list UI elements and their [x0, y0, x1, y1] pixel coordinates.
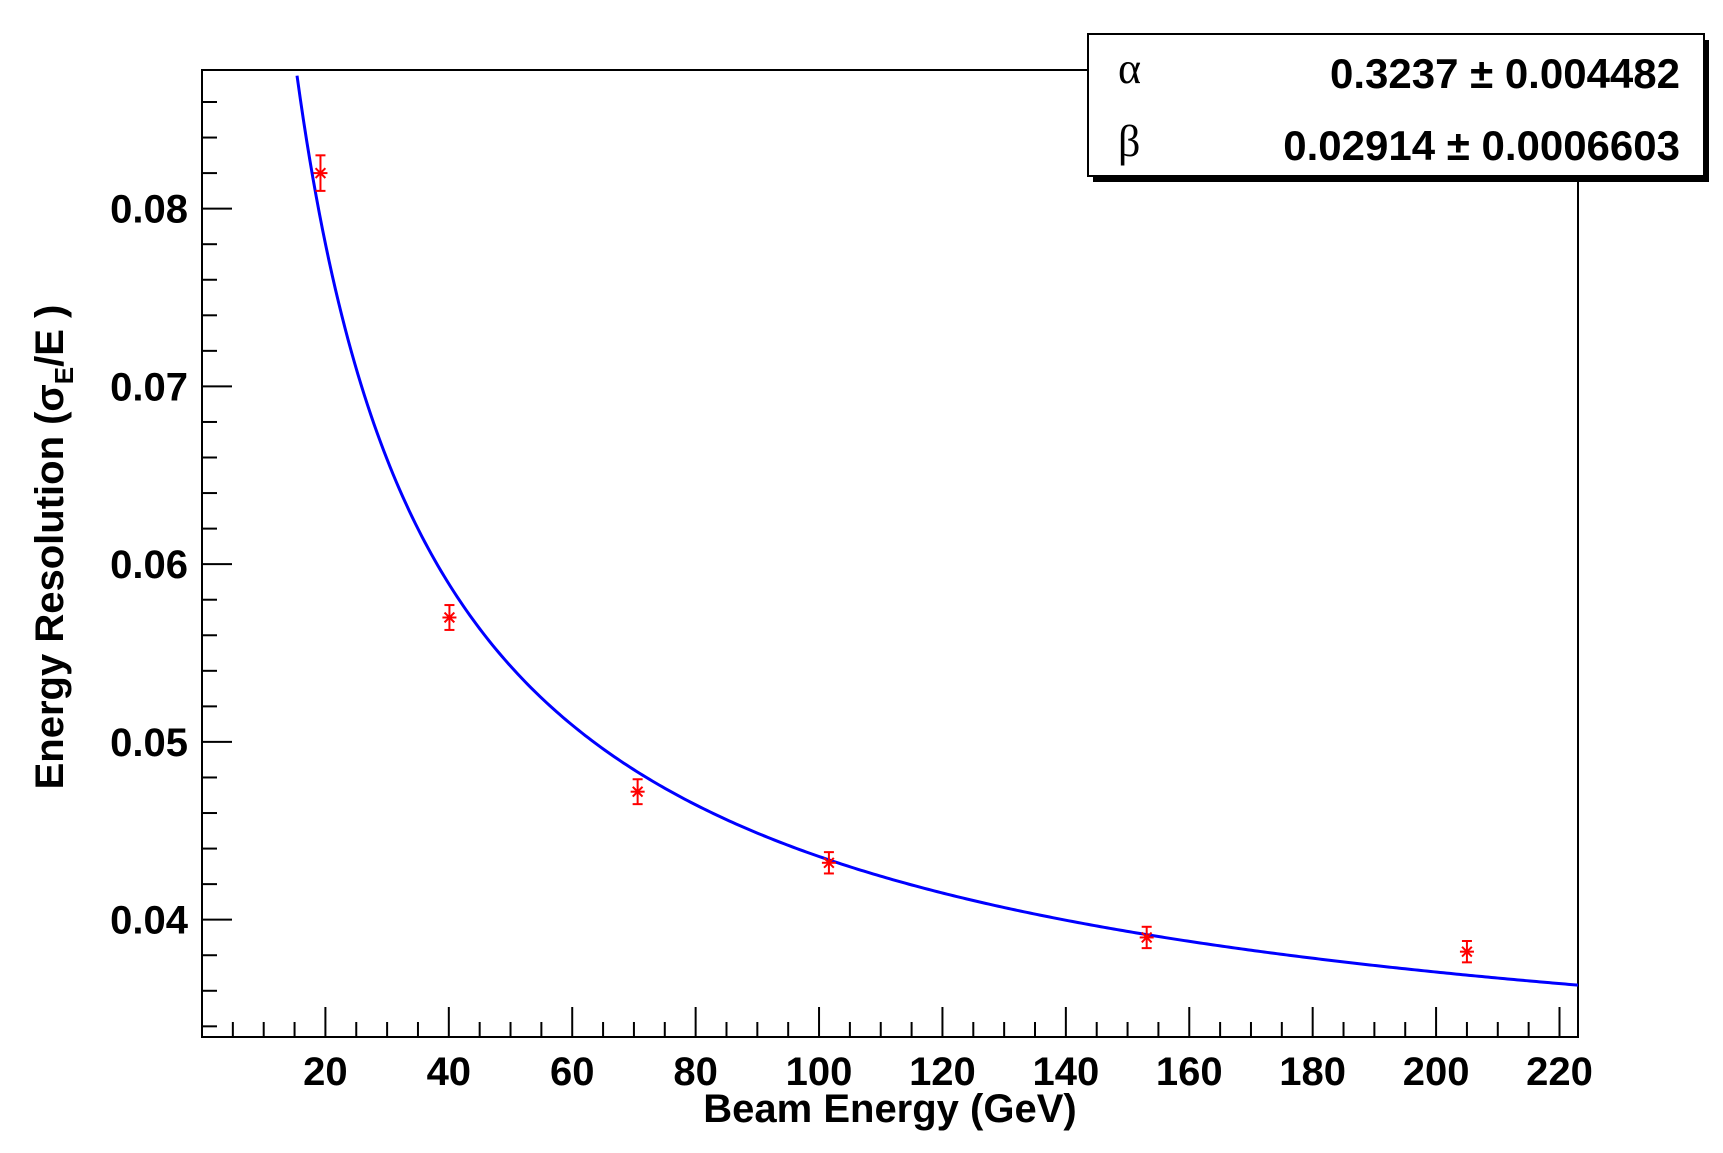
x-tick-label: 180 [1279, 1050, 1346, 1094]
marker-stroke [443, 611, 456, 624]
data-point [630, 778, 645, 806]
data-point [313, 154, 328, 192]
marker-stroke [632, 786, 644, 798]
x-tick-label: 20 [303, 1050, 348, 1094]
data-point [1459, 940, 1474, 964]
x-tick-label: 160 [1156, 1050, 1223, 1094]
y-tick-label: 0.07 [110, 365, 188, 409]
x-tick-label: 120 [909, 1050, 976, 1094]
x-tick-label: 80 [673, 1050, 718, 1094]
y-axis-title-suffix: /E ) [28, 305, 72, 367]
y-tick-label: 0.05 [110, 721, 188, 765]
data-point [442, 604, 457, 631]
x-tick-label: 60 [550, 1050, 595, 1094]
x-tick-label: 220 [1526, 1050, 1593, 1094]
axes: 20 40 60 80 100 120 140 160 180 200 220 0.04 0.05 0.0… [110, 69, 1593, 1094]
y-axis-title-sigma: σ [28, 384, 72, 411]
marker-stroke [1461, 946, 1473, 958]
data-point [821, 851, 836, 875]
stats-alpha-value: 0.3237 ± 0.004482 [1330, 50, 1680, 97]
x-axis-title: Beam Energy (GeV) [703, 1087, 1076, 1131]
fit-curve [295, 75, 1579, 987]
y-tick-label: 0.08 [110, 188, 188, 232]
x-tick-label: 140 [1032, 1050, 1099, 1094]
marker-stroke [823, 857, 835, 869]
data-point [1139, 925, 1154, 950]
y-tick-label: 0.06 [110, 543, 188, 587]
stats-beta-name: β [1118, 117, 1140, 166]
marker-stroke [314, 167, 327, 179]
y-tick-label: 0.04 [110, 899, 189, 943]
y-axis-title-subscript: E [49, 367, 79, 384]
stats-alpha-name: α [1118, 44, 1141, 93]
stats-box-frame [1087, 33, 1705, 177]
marker-stroke [1141, 931, 1153, 944]
x-tick-label: 40 [427, 1050, 472, 1094]
y-axis-title-prefix: Energy Resolution ( [28, 411, 72, 789]
x-tick-label: 100 [786, 1050, 853, 1094]
plot-area [295, 75, 1579, 987]
y-axis-title: Energy Resolution (σE/E ) [28, 305, 79, 790]
plot-frame [201, 69, 1579, 1038]
x-tick-label: 200 [1403, 1050, 1470, 1094]
stats-box: α 0.3237 ± 0.004482 β 0.02914 ± 0.000660… [1087, 33, 1709, 182]
stats-beta-value: 0.02914 ± 0.0006603 [1283, 122, 1680, 169]
